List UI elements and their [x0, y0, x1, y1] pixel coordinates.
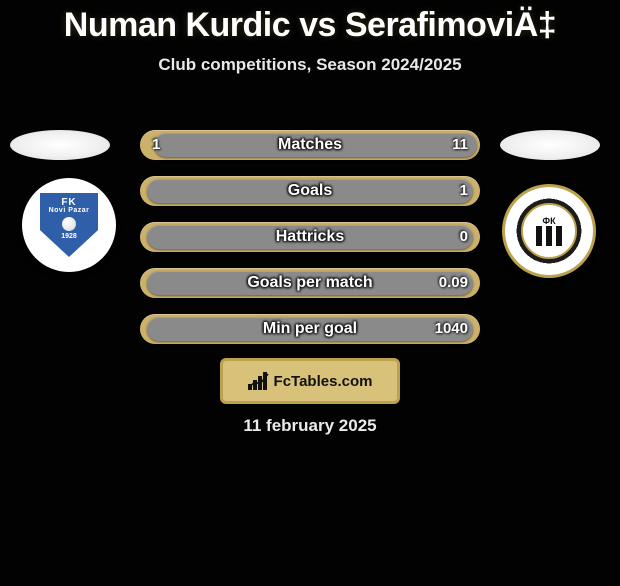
stat-row-hattricks: Hattricks 0	[140, 222, 480, 252]
page-title: Numan Kurdic vs SerafimoviÄ‡	[0, 6, 620, 45]
stat-row-min-per-goal: Min per goal 1040	[140, 314, 480, 344]
club-right-ring-text: ЧУКАРИЧКИ СТАНКОМ	[505, 187, 593, 275]
stat-bar-inner	[147, 225, 473, 249]
club-right-ring-textpath: ЧУКАРИЧКИ СТАНКОМ	[514, 191, 588, 249]
stat-bar-outer: Hattricks 0	[140, 222, 480, 252]
player-left-photo	[10, 130, 110, 160]
club-left-badge-year: 1928	[61, 233, 77, 240]
stat-bar-inner	[147, 271, 473, 295]
ring-text-svg: ЧУКАРИЧКИ СТАНКОМ	[505, 184, 593, 278]
page-subtitle: Club competitions, Season 2024/2025	[0, 55, 620, 75]
brand-text: FcTables.com	[274, 373, 373, 390]
stat-bar-inner	[147, 179, 473, 203]
bar-chart-icon	[248, 372, 270, 390]
trend-line-icon	[248, 372, 270, 390]
stat-row-goals: Goals 1	[140, 176, 480, 206]
shield-icon: FK Novi Pazar 1928	[40, 193, 98, 257]
infographic-date: 11 february 2025	[0, 416, 620, 436]
brand-box[interactable]: FcTables.com	[220, 358, 400, 404]
stat-row-matches: 1 Matches 11	[140, 130, 480, 160]
ball-icon	[62, 217, 76, 231]
svg-text:ЧУКАРИЧКИ СТАНКОМ: ЧУКАРИЧКИ СТАНКОМ	[514, 191, 588, 249]
stat-bar-outer: Goals per match 0.09	[140, 268, 480, 298]
player-right-photo	[500, 130, 600, 160]
club-right-badge: ЧУКАРИЧКИ СТАНКОМ ФК	[502, 184, 596, 278]
stat-bar-outer: 1 Matches 11	[140, 130, 480, 160]
stat-row-goals-per-match: Goals per match 0.09	[140, 268, 480, 298]
stat-bar-outer: Goals 1	[140, 176, 480, 206]
club-left-badge: FK Novi Pazar 1928	[22, 178, 116, 272]
stat-bar-inner	[147, 317, 473, 341]
stat-bar-inner	[154, 133, 477, 157]
club-left-badge-line2: Novi Pazar	[49, 207, 90, 214]
stat-bar-outer: Min per goal 1040	[140, 314, 480, 344]
